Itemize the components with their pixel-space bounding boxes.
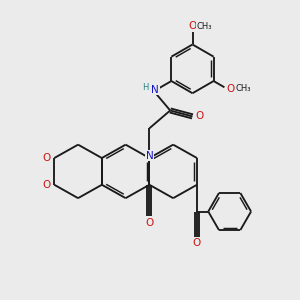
Text: N: N xyxy=(146,151,153,160)
Text: O: O xyxy=(193,238,201,248)
Text: O: O xyxy=(188,21,196,31)
Text: O: O xyxy=(43,153,51,163)
Text: N: N xyxy=(152,85,159,95)
Text: O: O xyxy=(43,180,51,190)
Text: H: H xyxy=(142,83,149,92)
Text: CH₃: CH₃ xyxy=(235,84,250,93)
Text: O: O xyxy=(145,218,154,227)
Text: CH₃: CH₃ xyxy=(196,22,212,31)
Text: O: O xyxy=(226,84,235,94)
Text: O: O xyxy=(195,111,203,122)
